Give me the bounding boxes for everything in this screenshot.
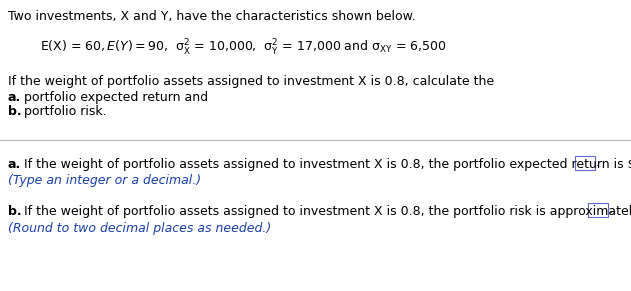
Text: .: . [596,156,600,169]
Text: portfolio risk.: portfolio risk. [24,105,107,118]
Bar [588,203,608,217]
Text: If the weight of portfolio assets assigned to investment X is 0.8, the portfolio: If the weight of portfolio assets assign… [24,158,631,171]
Text: b.: b. [8,105,21,118]
Text: If the weight of portfolio assets assigned to investment X is 0.8, calculate the: If the weight of portfolio assets assign… [8,75,494,88]
Text: If the weight of portfolio assets assigned to investment X is 0.8, the portfolio: If the weight of portfolio assets assign… [24,205,631,218]
Text: a.: a. [8,158,21,171]
Text: E(X) = $60,  E(Y) = $90,  $\mathsf{\sigma_X^2}$ = 10,000,  $\mathsf{\sigma_Y^2}$: E(X) = $60, E(Y) = $90, $\mathsf{\sigma_… [40,38,447,58]
Text: b.: b. [8,205,21,218]
Text: Two investments, X and Y, have the characteristics shown below.: Two investments, X and Y, have the chara… [8,10,416,23]
Text: a.: a. [8,91,21,104]
Text: portfolio expected return and: portfolio expected return and [24,91,208,104]
Text: (Type an integer or a decimal.): (Type an integer or a decimal.) [8,174,201,187]
Bar [575,156,595,170]
Text: (Round to two decimal places as needed.): (Round to two decimal places as needed.) [8,222,271,235]
Text: .: . [609,203,613,216]
